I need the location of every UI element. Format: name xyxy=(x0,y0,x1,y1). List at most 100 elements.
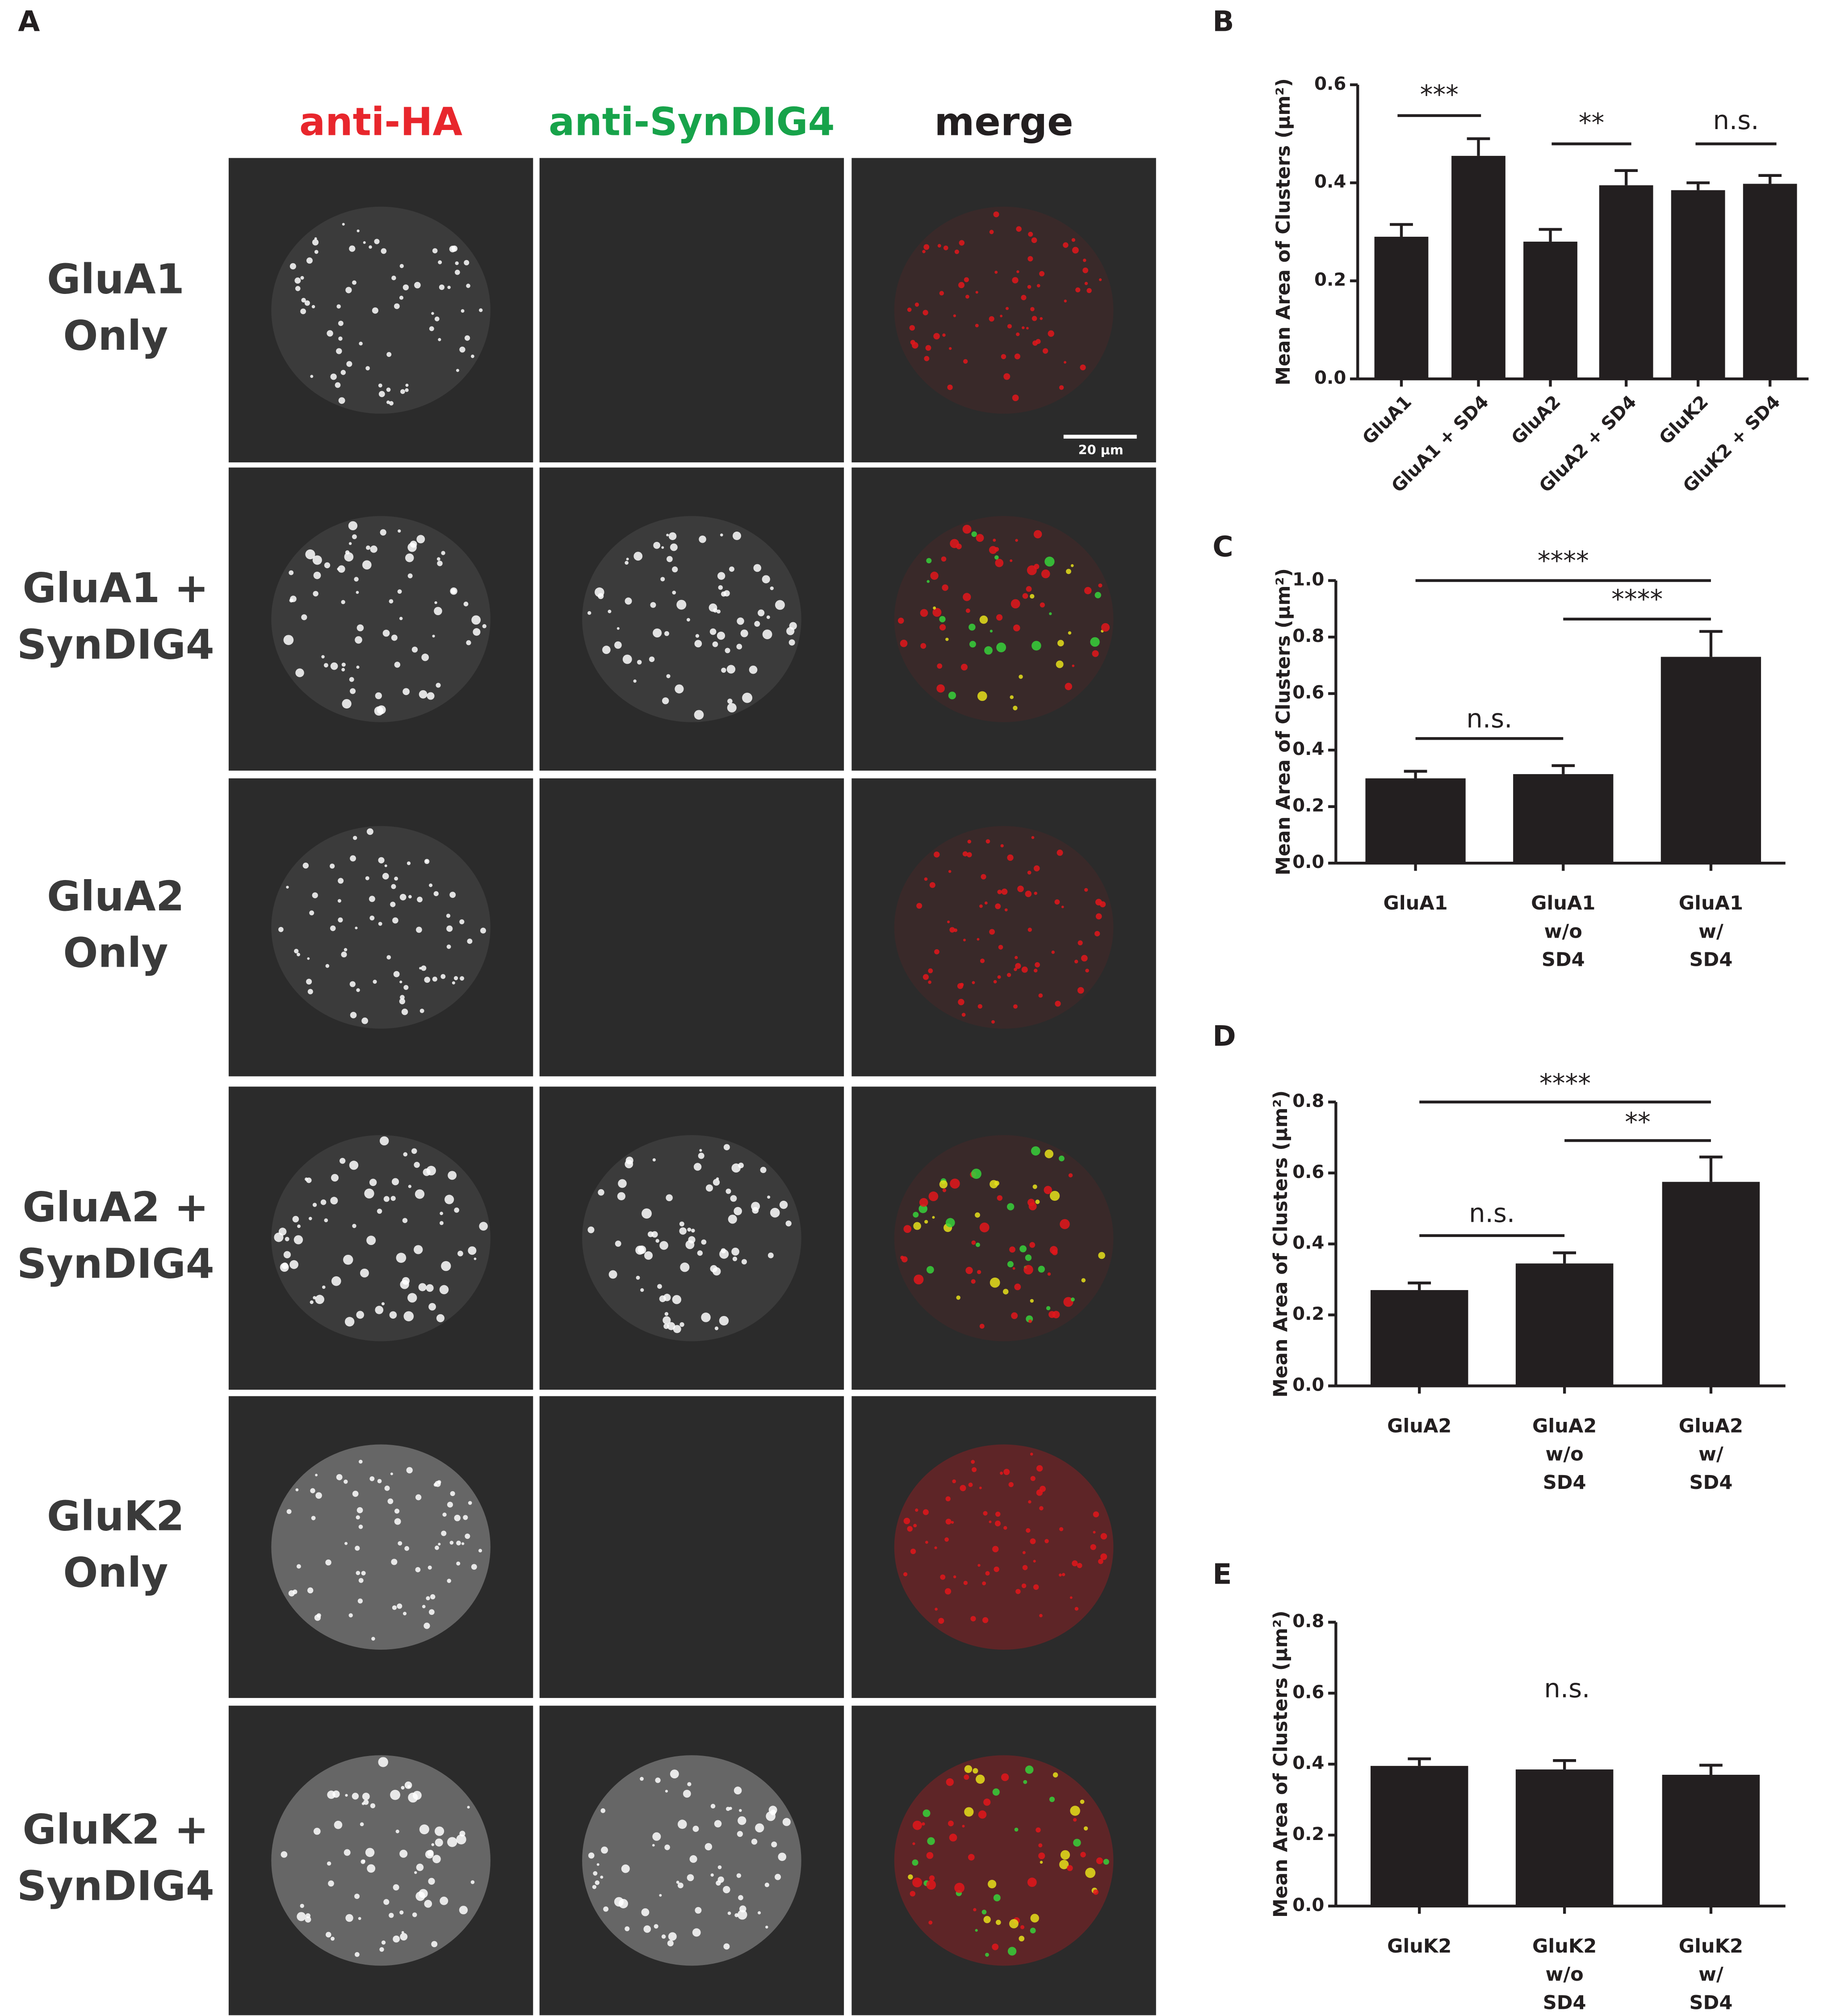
speckle xyxy=(713,608,718,613)
speckle xyxy=(938,1618,944,1624)
speckle xyxy=(383,1196,390,1202)
speckle xyxy=(1057,849,1063,856)
speckle xyxy=(360,1822,364,1827)
speckle xyxy=(403,1311,414,1321)
speckle xyxy=(338,565,345,573)
speckle xyxy=(375,692,382,700)
speckle xyxy=(947,920,950,923)
speckle xyxy=(1025,1765,1034,1774)
speckle xyxy=(918,1204,927,1213)
speckle xyxy=(434,607,442,616)
speckle xyxy=(1072,1560,1078,1567)
speckle xyxy=(365,366,370,371)
speckle xyxy=(1038,1843,1043,1848)
speckle xyxy=(1092,650,1099,657)
speckle xyxy=(394,1509,400,1514)
speckle xyxy=(1046,1306,1051,1311)
speckle xyxy=(741,1259,747,1265)
speckle xyxy=(313,571,321,579)
speckle xyxy=(1055,1001,1061,1007)
speckle xyxy=(449,246,456,252)
cell-signal xyxy=(271,1444,491,1650)
speckle xyxy=(714,1820,722,1827)
speckle xyxy=(1028,231,1033,237)
speckle xyxy=(778,1853,787,1861)
speckle xyxy=(788,639,795,646)
speckle xyxy=(463,601,469,607)
speckle xyxy=(1023,1265,1033,1275)
speckle xyxy=(942,333,946,337)
speckle xyxy=(975,1242,980,1247)
speckle xyxy=(663,1323,669,1329)
cell-signal xyxy=(894,516,1114,722)
speckle xyxy=(436,1314,445,1322)
speckle xyxy=(354,577,359,582)
y-tick-label: 0.0 xyxy=(1292,1895,1324,1915)
speckle xyxy=(345,550,350,555)
speckle xyxy=(356,229,360,232)
cell-signal xyxy=(894,1135,1114,1341)
cell-signal xyxy=(894,1444,1114,1650)
speckle xyxy=(626,557,629,561)
speckle xyxy=(396,1253,407,1263)
speckle xyxy=(926,1880,936,1890)
speckle xyxy=(300,308,306,314)
significance-label: ** xyxy=(1579,108,1604,138)
speckle xyxy=(600,1808,606,1813)
speckle xyxy=(418,1283,427,1291)
speckle xyxy=(344,1480,348,1484)
speckle xyxy=(964,1807,974,1817)
speckle xyxy=(972,981,975,985)
speckle xyxy=(968,1854,975,1861)
speckle xyxy=(897,617,904,624)
speckle xyxy=(350,688,356,694)
speckle xyxy=(1085,968,1089,973)
speckle xyxy=(289,570,294,575)
speckle xyxy=(993,1894,1001,1902)
speckle xyxy=(375,1306,384,1314)
speckle xyxy=(1084,888,1088,892)
speckle xyxy=(727,1911,731,1915)
speckle xyxy=(439,1285,449,1295)
speckle xyxy=(1044,556,1055,567)
speckle xyxy=(1064,299,1067,303)
speckle xyxy=(1008,1482,1014,1488)
speckle xyxy=(399,981,403,984)
speckle xyxy=(932,1216,935,1219)
speckle xyxy=(732,531,741,540)
speckle xyxy=(468,1246,477,1255)
speckle xyxy=(399,998,406,1005)
speckle xyxy=(994,270,998,274)
speckle xyxy=(297,1912,306,1921)
speckle xyxy=(734,1207,742,1215)
speckle xyxy=(289,1260,298,1269)
speckle xyxy=(1096,1857,1103,1865)
speckle xyxy=(356,665,360,669)
micrograph xyxy=(851,778,1156,1077)
speckle xyxy=(1022,1565,1028,1571)
speckle xyxy=(447,1579,451,1583)
speckle xyxy=(1032,641,1041,651)
speckle xyxy=(429,883,433,887)
speckle xyxy=(947,384,953,390)
speckle xyxy=(701,1312,711,1322)
speckle xyxy=(457,1250,463,1257)
speckle xyxy=(467,939,473,944)
speckle xyxy=(963,593,971,601)
speckle xyxy=(1019,675,1023,679)
speckle xyxy=(330,373,337,380)
speckle xyxy=(977,1563,981,1567)
speckle xyxy=(352,534,357,540)
speckle xyxy=(965,1266,973,1274)
speckle xyxy=(608,1270,617,1279)
speckle xyxy=(1057,640,1064,646)
speckle xyxy=(386,955,391,960)
speckle xyxy=(677,1819,687,1829)
speckle xyxy=(650,602,656,608)
speckle xyxy=(401,1008,408,1015)
speckle xyxy=(914,1274,924,1285)
speckle xyxy=(723,1943,730,1950)
speckle xyxy=(360,1268,369,1278)
speckle xyxy=(414,1161,420,1168)
speckle xyxy=(664,631,669,636)
